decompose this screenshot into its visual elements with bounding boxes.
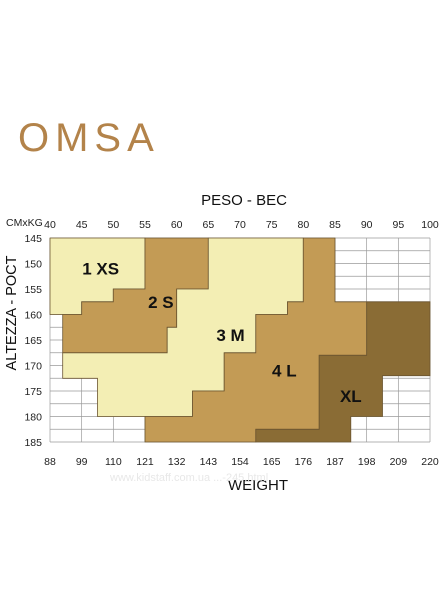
- x-kg-tick-label: 60: [171, 219, 183, 231]
- watermark-text: www.kidstaff.com.ua ...-245.html: [109, 472, 268, 484]
- x-lb-tick-label: 165: [263, 456, 281, 468]
- x-kg-tick-label: 65: [202, 219, 214, 231]
- corner-label: CMxKG: [6, 217, 43, 229]
- x-lb-tick-label: 198: [358, 456, 376, 468]
- x-kg-tick-label: 75: [266, 219, 278, 231]
- x-kg-tick-label: 80: [297, 219, 309, 231]
- x-kg-tick-label: 100: [421, 219, 439, 231]
- y-tick-label: 150: [24, 259, 42, 271]
- axis-ticks: 40 45 50 55 60 65 70 75 80 85 90 95 100 88 99 110 121 132…: [24, 219, 438, 468]
- x-lb-tick-label: 220: [421, 456, 439, 468]
- x-lb-tick-label: 154: [231, 456, 249, 468]
- y-tick-label: 175: [24, 386, 42, 398]
- size-label-xl: XL: [340, 387, 362, 406]
- x-lb-tick-label: 99: [76, 456, 88, 468]
- x-kg-tick-label: 90: [361, 219, 373, 231]
- x-kg-tick-label: 85: [329, 219, 341, 231]
- x-lb-tick-label: 132: [168, 456, 186, 468]
- size-regions: [49, 237, 431, 443]
- x-lb-tick-label: 121: [136, 456, 154, 468]
- x-axis-title: WEIGHT: [228, 477, 288, 494]
- y-axis-title: ALTEZZA - POCT: [4, 255, 20, 370]
- y-tick-label: 155: [24, 284, 42, 296]
- x-lb-tick-label: 110: [105, 456, 122, 468]
- size-labels: 1 XS 2 S 3 M 4 L XL: [82, 260, 361, 407]
- y-tick-label: 185: [24, 437, 42, 449]
- size-label-2-s: 2 S: [148, 293, 174, 312]
- x-kg-tick-label: 70: [234, 219, 246, 231]
- y-tick-label: 145: [24, 233, 42, 245]
- size-region-xl: [255, 301, 431, 443]
- x-kg-tick-label: 50: [107, 219, 119, 231]
- y-tick-label: 160: [24, 310, 42, 322]
- y-tick-label: 180: [24, 412, 42, 424]
- x-kg-tick-label: 45: [76, 219, 88, 231]
- x-lb-tick-label: 176: [295, 456, 313, 468]
- x-kg-tick-label: 55: [139, 219, 151, 231]
- x-kg-tick-label: 40: [44, 219, 56, 231]
- x-lb-tick-label: 143: [200, 456, 218, 468]
- y-tick-label: 165: [24, 335, 42, 347]
- size-label-4-l: 4 L: [272, 362, 297, 381]
- x-lb-tick-label: 187: [326, 456, 344, 468]
- x-lb-tick-label: 88: [44, 456, 56, 468]
- chart-title: PESO - BEC: [201, 192, 287, 209]
- y-tick-label: 170: [24, 361, 42, 373]
- size-label-1-xs: 1 XS: [82, 260, 119, 279]
- brand-logo: OMSA: [18, 116, 160, 160]
- x-lb-tick-label: 209: [390, 456, 408, 468]
- size-label-3-m: 3 M: [216, 326, 244, 345]
- x-kg-tick-label: 95: [392, 219, 404, 231]
